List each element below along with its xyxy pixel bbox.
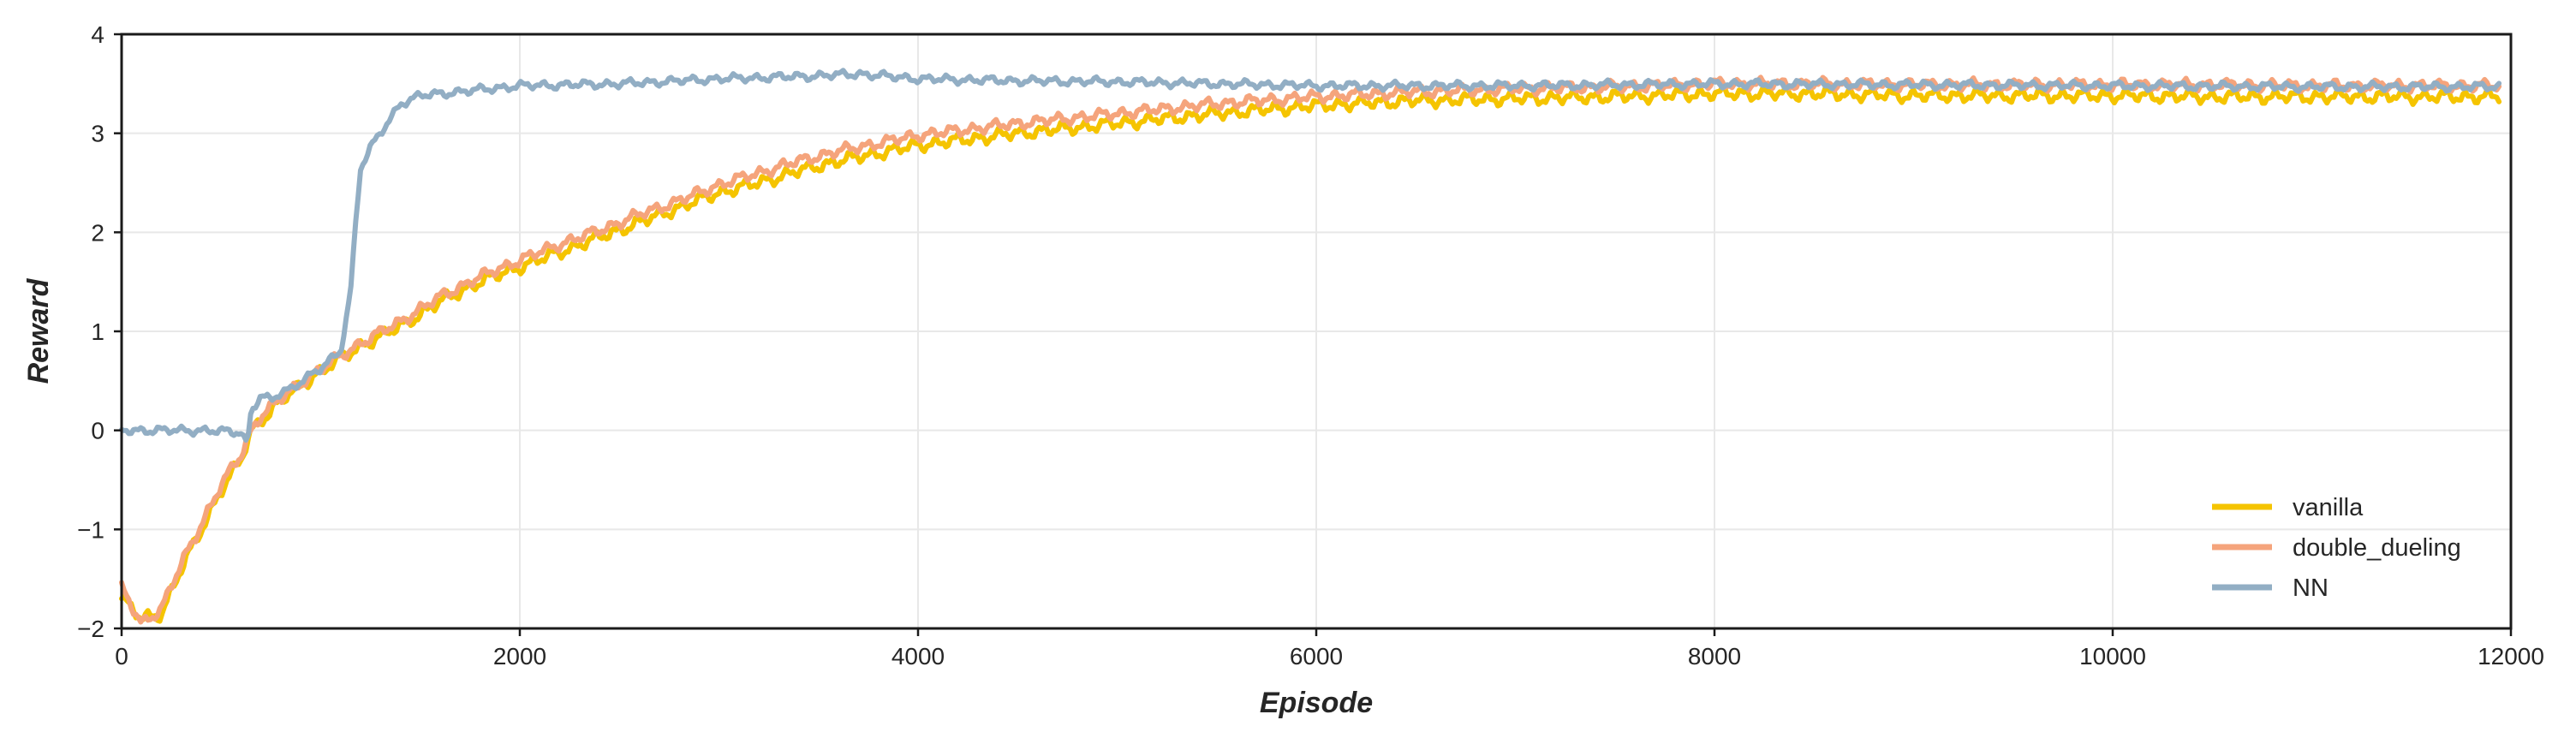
legend: vanilla double_dueling NN	[2212, 494, 2461, 602]
y-axis-ticks: −2 −1 0 1 2 3 4	[77, 21, 122, 642]
y-tick-label: −1	[77, 516, 104, 543]
x-tick-label: 4000	[891, 643, 945, 670]
legend-label-NN: NN	[2293, 574, 2329, 602]
y-tick-label: −2	[77, 616, 104, 642]
legend-label-double-dueling: double_dueling	[2293, 534, 2461, 562]
x-axis-title: Episode	[1260, 687, 1373, 719]
x-tick-label: 2000	[493, 643, 546, 670]
y-tick-label: 2	[91, 219, 104, 246]
x-tick-label: 0	[115, 643, 128, 670]
x-tick-label: 12000	[2478, 643, 2544, 670]
legend-label-vanilla: vanilla	[2293, 494, 2364, 521]
grid	[121, 33, 2512, 629]
y-tick-label: 0	[91, 418, 104, 444]
y-tick-label: 4	[91, 21, 104, 48]
x-tick-label: 6000	[1290, 643, 1343, 670]
series-line-vanilla	[119, 84, 2502, 624]
y-tick-label: 3	[91, 121, 104, 147]
series-lines	[119, 68, 2502, 625]
x-tick-label: 8000	[1688, 643, 1741, 670]
x-tick-label: 10000	[2079, 643, 2146, 670]
y-tick-label: 1	[91, 318, 104, 345]
series-line-NN	[119, 68, 2502, 443]
y-axis-title: Reward	[22, 277, 55, 384]
series-line-double-dueling	[119, 74, 2502, 625]
x-axis-ticks: 0 2000 4000 6000 8000 10000 12000	[115, 628, 2544, 670]
